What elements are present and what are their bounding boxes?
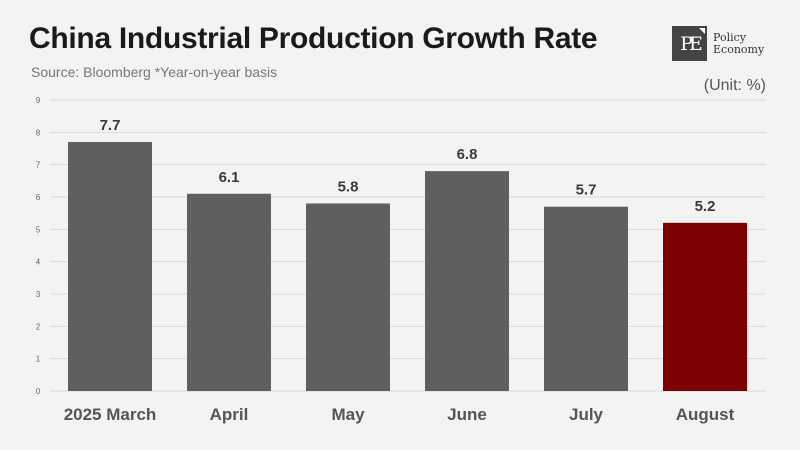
data-label: 5.7 [576, 182, 597, 199]
y-tick-label: 2 [36, 322, 41, 331]
logo-corner [699, 28, 705, 34]
y-tick-label: 0 [36, 387, 41, 396]
bar [544, 206, 628, 391]
logo-mark-text: PE [680, 32, 703, 55]
bar [306, 203, 390, 391]
bar [425, 171, 509, 391]
x-tick-label: April [210, 405, 249, 424]
x-axis-ticks: 2025 March April May June July August [64, 405, 735, 424]
gridlines [50, 99, 766, 392]
x-tick-label: May [331, 405, 365, 424]
unit-label: (Unit: %) [703, 77, 766, 94]
x-tick-label: June [447, 405, 487, 424]
y-tick-label: 3 [36, 290, 41, 299]
bars [68, 142, 747, 391]
logo-mark-icon: PE [672, 26, 707, 61]
x-tick-label: 2025 March [64, 405, 157, 424]
logo-line-2: Economy [713, 42, 765, 56]
y-tick-label: 6 [36, 193, 41, 202]
y-tick-label: 1 [36, 355, 41, 364]
y-tick-label: 8 [36, 128, 41, 137]
data-label: 5.2 [695, 198, 716, 215]
bar [187, 193, 271, 391]
data-label: 6.8 [457, 146, 478, 163]
x-tick-label: July [569, 405, 604, 424]
data-label: 7.7 [100, 117, 121, 134]
data-labels: 7.7 6.1 5.8 6.8 5.7 5.2 [100, 117, 716, 215]
bar [68, 142, 152, 391]
y-tick-label: 4 [36, 258, 41, 267]
chart-title: China Industrial Production Growth Rate [29, 22, 598, 55]
logo-line-1: Policy [713, 30, 746, 44]
data-label: 6.1 [219, 169, 240, 186]
y-tick-label: 7 [36, 161, 41, 170]
y-tick-label: 5 [36, 225, 41, 234]
x-tick-label: August [676, 405, 735, 424]
data-label: 5.8 [338, 178, 359, 195]
y-axis-ticks: 0 1 2 3 4 5 6 7 8 9 [36, 96, 41, 396]
y-tick-label: 9 [36, 96, 41, 105]
logo-text: Policy Economy [713, 30, 765, 56]
bar [663, 222, 747, 391]
policy-economy-logo: PE Policy Economy [672, 26, 764, 61]
chart-subtitle: Source: Bloomberg *Year-on-year basis [31, 64, 278, 80]
